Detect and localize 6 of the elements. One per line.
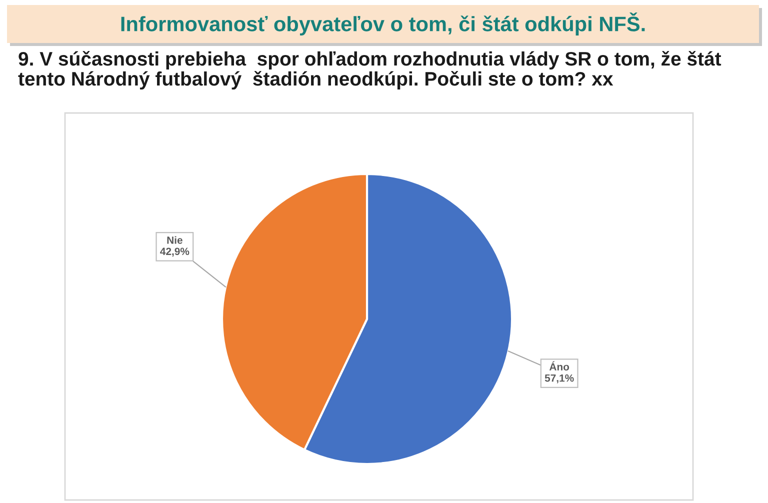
chart-subtitle: 9. V súčasnosti prebieha spor ohľadom rozhodnutia vlády SR o tom, že štát tento Národný futbalový štadión neodkúpi. Počuli ste o tom? xx: [18, 51, 722, 90]
data-label: 42,9%: [160, 248, 190, 257]
chart-title: Informovanosť obyvateľov o tom, či štát odkúpi NFŠ.: [121, 12, 645, 36]
data-label: 57,1%: [544, 374, 574, 384]
slice-label: Áno: [549, 361, 570, 371]
slice-label: Nie: [167, 236, 182, 244]
